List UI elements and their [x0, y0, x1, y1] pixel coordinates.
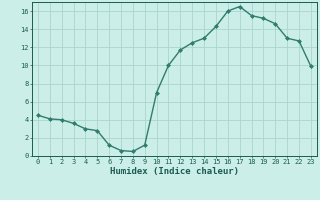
- X-axis label: Humidex (Indice chaleur): Humidex (Indice chaleur): [110, 167, 239, 176]
